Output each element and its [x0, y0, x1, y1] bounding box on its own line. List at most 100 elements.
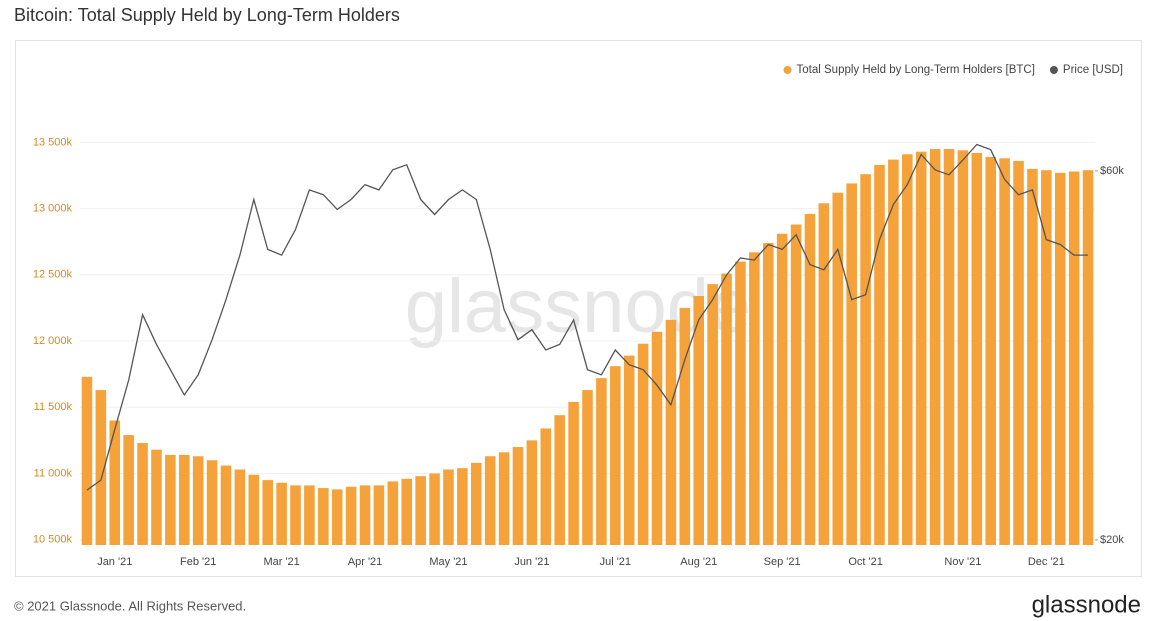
bar [262, 480, 273, 545]
bar [1082, 170, 1094, 545]
bar [1068, 171, 1080, 545]
y2-tick-label: $20k [1100, 534, 1124, 546]
bar [623, 355, 635, 545]
bar [985, 156, 997, 545]
bar [610, 366, 621, 545]
bar [81, 376, 93, 545]
x-tick-label: May '21 [429, 556, 467, 568]
bar [707, 284, 718, 545]
y-tick-label: 12 000k [33, 335, 73, 347]
legend-marker [783, 66, 792, 74]
bar [276, 482, 287, 545]
bar [888, 159, 899, 546]
bar [401, 478, 413, 545]
x-tick-label: Oct '21 [848, 556, 883, 568]
x-tick-label: Apr '21 [348, 556, 383, 568]
y-tick-label: 11 500k [34, 401, 73, 413]
bar [943, 149, 955, 545]
bar [457, 468, 468, 545]
bar [1027, 168, 1038, 545]
bar [735, 261, 746, 545]
copyright: © 2021 Glassnode. All Rights Reserved. [14, 598, 246, 613]
legend-label: Total Supply Held by Long-Term Holders [… [797, 64, 1035, 76]
bar [999, 158, 1010, 545]
bar [373, 485, 385, 545]
bar [804, 213, 816, 545]
bar [290, 485, 301, 545]
bar [151, 449, 162, 545]
bar [971, 152, 983, 545]
bar [123, 435, 134, 545]
bar [512, 446, 524, 545]
bar [220, 465, 232, 545]
bar [137, 443, 148, 545]
bar [693, 296, 705, 545]
legend-label: Price [USD] [1063, 64, 1123, 76]
bar [582, 390, 593, 545]
bar [568, 401, 579, 545]
bar [749, 252, 760, 545]
legend-marker [1049, 66, 1058, 74]
bar [109, 420, 121, 545]
bar [345, 486, 357, 545]
bar [498, 452, 510, 545]
bar [860, 174, 871, 545]
y2-tick-label: $60k [1100, 165, 1124, 177]
y-tick-label: 12 500k [33, 269, 73, 281]
y-tick-label: 13 500k [33, 136, 73, 148]
bar [415, 476, 426, 545]
bar [165, 454, 176, 545]
x-tick-label: Jul '21 [600, 556, 631, 568]
bar [832, 192, 844, 546]
bar [651, 331, 663, 545]
bar [957, 150, 969, 545]
bar [721, 273, 732, 545]
x-tick-label: Jun '21 [514, 556, 549, 568]
bar [248, 474, 260, 545]
x-tick-label: Feb '21 [180, 556, 216, 568]
bar [874, 164, 885, 546]
bar [790, 224, 802, 545]
bar [596, 378, 607, 545]
bar [359, 485, 371, 545]
x-tick-label: Dec '21 [1028, 556, 1065, 568]
bar [443, 469, 454, 545]
x-tick-label: Jan '21 [97, 556, 132, 568]
y-tick-label: 11 000k [34, 467, 73, 479]
x-tick-label: Nov '21 [944, 556, 981, 568]
bar [318, 488, 329, 545]
bar [470, 462, 482, 545]
bar [929, 149, 941, 545]
bar [1054, 172, 1066, 545]
bar [526, 440, 538, 545]
bar [915, 151, 927, 545]
bar [206, 460, 218, 545]
bar [304, 485, 315, 545]
bar [902, 154, 913, 545]
bar [554, 415, 565, 545]
x-tick-label: Sep '21 [764, 556, 801, 568]
bar [762, 243, 774, 546]
bar [95, 390, 107, 545]
bar [637, 343, 649, 545]
y-tick-label: 13 000k [33, 203, 73, 215]
bar [429, 473, 440, 545]
bar [192, 456, 204, 545]
bar [818, 203, 830, 545]
y-tick-label: 10 500k [33, 534, 73, 546]
bar [1041, 170, 1052, 545]
x-tick-label: Mar '21 [263, 556, 299, 568]
bar [679, 307, 691, 545]
bar [484, 456, 496, 545]
brand-logo: glassnode [1032, 591, 1141, 618]
bar [234, 469, 246, 545]
chart-title: Bitcoin: Total Supply Held by Long-Term … [14, 5, 400, 25]
bar [178, 454, 190, 545]
bar [665, 319, 677, 545]
bar [540, 428, 552, 545]
bar [846, 183, 857, 545]
bar [776, 233, 788, 545]
bar [387, 481, 399, 545]
price-line [86, 143, 1088, 491]
